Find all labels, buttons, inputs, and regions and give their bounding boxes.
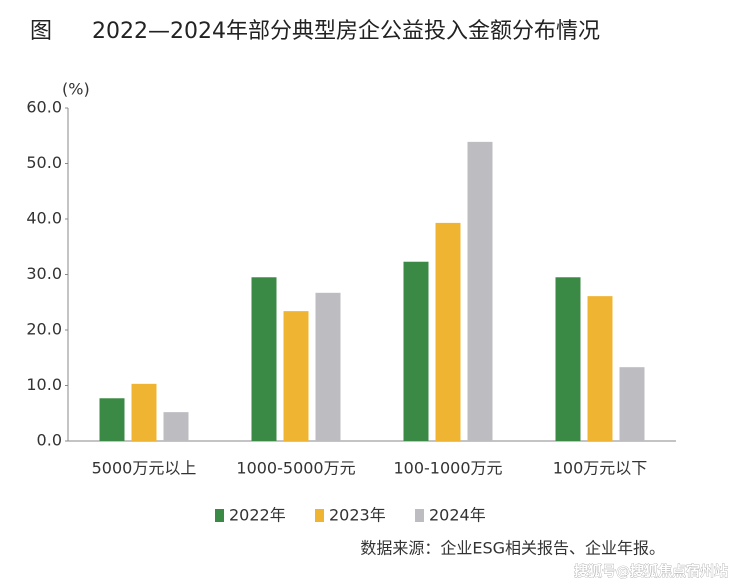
y-tick-label: 60.0: [26, 98, 62, 117]
watermark: 搜狐号@搜狐焦点宿州站: [574, 563, 728, 580]
y-tick-label: 0.0: [37, 431, 62, 450]
bar: [435, 222, 461, 441]
y-tick-label: 30.0: [26, 264, 62, 283]
legend-label: 2023年: [329, 506, 386, 525]
bar: [315, 292, 341, 441]
y-tick-label: 40.0: [26, 209, 62, 228]
bar: [251, 277, 277, 441]
legend-label: 2024年: [429, 506, 486, 525]
bar: [131, 383, 157, 441]
bar: [467, 141, 493, 442]
bar: [587, 296, 613, 441]
legend-label: 2022年: [229, 506, 286, 525]
bar: [99, 398, 125, 441]
bar: [619, 367, 645, 441]
legend-swatch: [315, 509, 324, 522]
x-tick-label: 100-1000万元: [393, 459, 502, 478]
bar: [283, 311, 309, 441]
x-tick-label: 5000万元以上: [92, 459, 197, 478]
chart-title: 2022—2024年部分典型房企公益投入金额分布情况: [92, 19, 600, 44]
bar: [403, 261, 429, 441]
x-tick-label: 1000-5000万元: [236, 459, 355, 478]
y-tick-label: 50.0: [26, 153, 62, 172]
bar: [555, 277, 581, 441]
bar: [163, 412, 189, 441]
y-tick-label: 20.0: [26, 320, 62, 339]
legend-swatch: [215, 509, 224, 522]
legend-swatch: [415, 509, 424, 522]
source-note: 数据来源：企业ESG相关报告、企业年报。: [360, 539, 665, 558]
y-unit: (%): [62, 80, 90, 99]
y-tick-label: 10.0: [26, 375, 62, 394]
x-tick-label: 100万元以下: [553, 459, 648, 478]
figure-label: 图: [30, 19, 52, 44]
